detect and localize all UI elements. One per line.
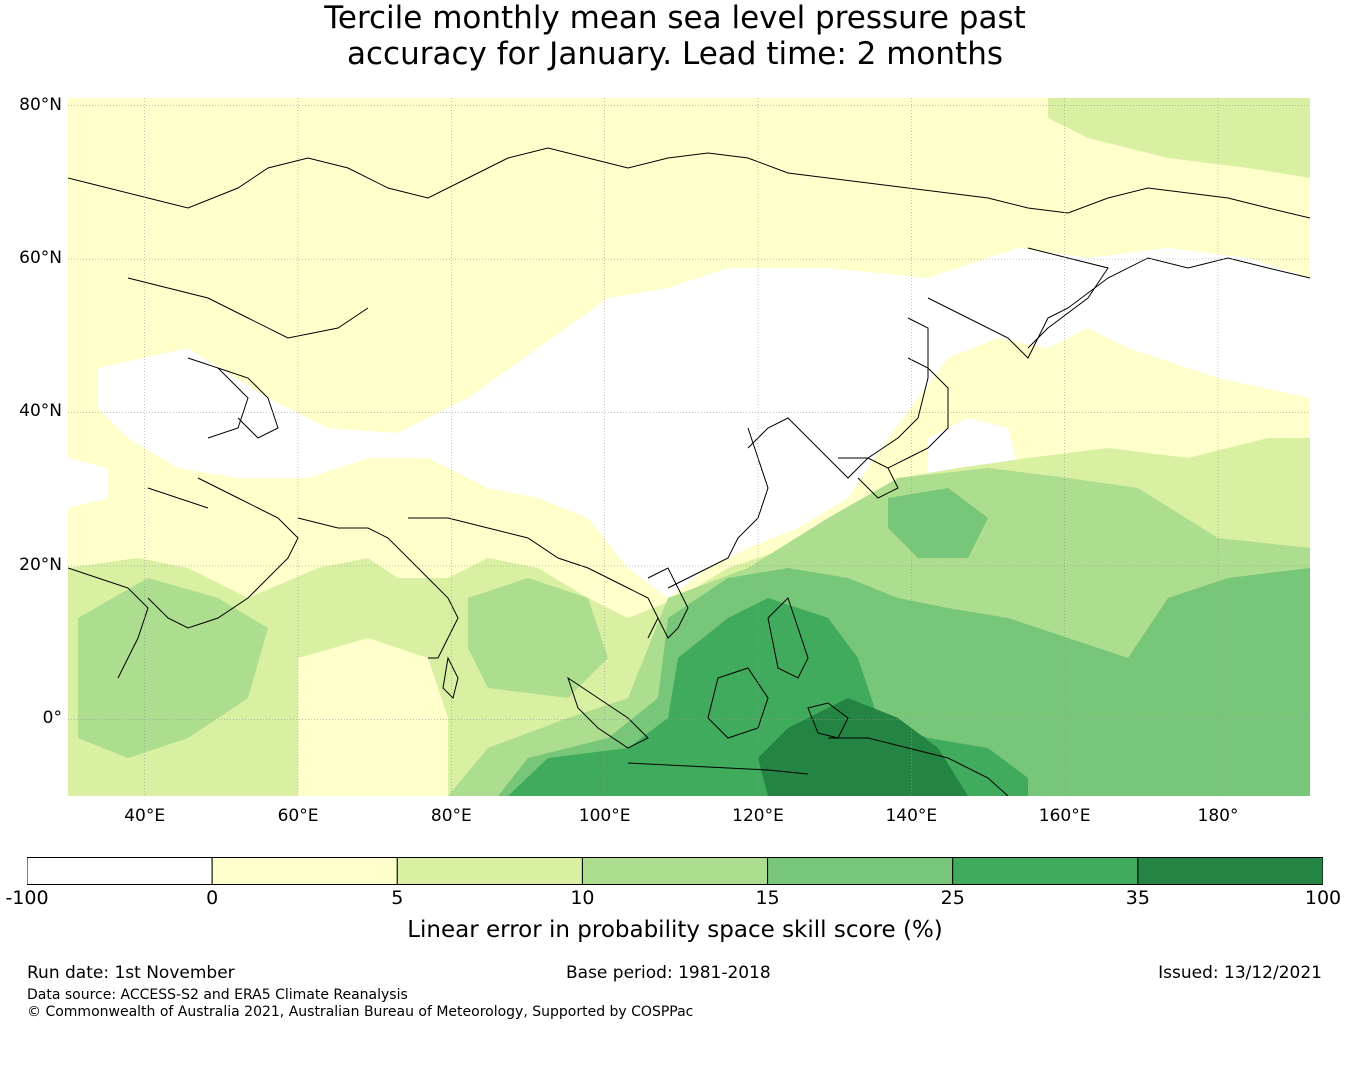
colorbar-label: Linear error in probability space skill …: [407, 917, 943, 943]
lon-tick-label: 160°E: [1038, 806, 1091, 826]
colorbar-tick-label: 15: [755, 887, 780, 909]
gridlines: [68, 98, 1310, 796]
colorbar-bin: [1137, 857, 1323, 885]
map-panel: [68, 98, 1310, 796]
lat-tick-label: 80°N: [19, 94, 62, 115]
title-line-1: Tercile monthly mean sea level pressure …: [324, 0, 1026, 36]
colorbar-tick-label: 5: [391, 887, 404, 909]
lat-tick-label: 40°N: [19, 401, 62, 422]
lon-tick-label: 100°E: [578, 806, 631, 826]
coastlines: [68, 147, 1310, 796]
run-date: Run date: 1st November: [27, 963, 235, 983]
lat-tick-label: 0°: [42, 708, 62, 729]
lon-tick-label: 60°E: [277, 806, 319, 826]
colorbar-bin: [952, 857, 1139, 885]
colorbar-bin: [211, 857, 398, 885]
lon-tick-label: 140°E: [885, 806, 938, 826]
field-yellow-band: [298, 638, 448, 796]
colorbar-bin: [767, 857, 954, 885]
colorbar-bin: [581, 857, 769, 885]
data-source: Data source: ACCESS-S2 and ERA5 Climate …: [27, 987, 408, 1003]
base-period: Base period: 1981-2018: [566, 963, 771, 983]
chart-title: Tercile monthly mean sea level pressure …: [0, 0, 1350, 72]
lon-tick-label: 40°E: [124, 806, 166, 826]
colorbar-tick-label: -100: [5, 887, 49, 909]
colorbar-tick-label: 25: [940, 887, 965, 909]
lon-tick-label: 180°: [1197, 806, 1239, 826]
colorbar-tick-label: 0: [206, 887, 219, 909]
colorbar-tick-label: 100: [1304, 887, 1342, 909]
skill-score-map: [68, 98, 1310, 796]
lat-tick-label: 20°N: [19, 554, 62, 575]
colorbar-bin: [396, 857, 583, 885]
field-darkest-green: [758, 698, 968, 796]
colorbar-tick-label: 35: [1125, 887, 1150, 909]
lon-tick-label: 120°E: [732, 806, 784, 826]
colorbar-tick-label: 10: [570, 887, 595, 909]
lat-tick-label: 60°N: [19, 248, 62, 269]
issued-date: Issued: 13/12/2021: [1158, 963, 1322, 983]
colorbar-bin: [27, 857, 213, 885]
colorbar: [27, 857, 1323, 885]
copyright: © Commonwealth of Australia 2021, Austra…: [27, 1004, 694, 1020]
title-line-2: accuracy for January. Lead time: 2 month…: [346, 36, 1003, 72]
lon-tick-label: 80°E: [430, 806, 472, 826]
